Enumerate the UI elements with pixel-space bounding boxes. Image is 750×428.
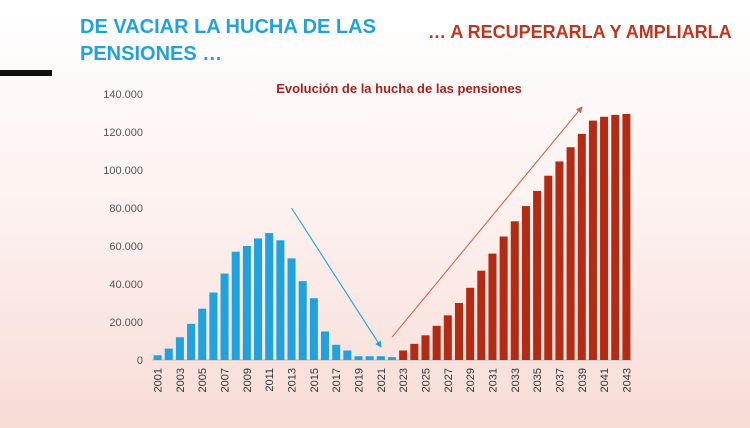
- x-tick-label: 2033: [510, 368, 522, 392]
- bar-2038: [566, 147, 575, 360]
- bar-2020: [365, 356, 374, 360]
- x-tick-label: 2001: [153, 368, 165, 392]
- bar-2030: [477, 270, 486, 360]
- bar-2005: [198, 308, 207, 360]
- x-tick-label: 2021: [376, 368, 388, 392]
- x-tick-label: 2031: [487, 368, 499, 392]
- y-tick-label: 0: [137, 355, 143, 367]
- bar-2034: [521, 206, 530, 360]
- x-tick-label: 2013: [287, 368, 299, 392]
- x-tick-label: 2029: [465, 368, 477, 392]
- y-tick-label: 60.000: [109, 241, 143, 253]
- bar-2006: [209, 292, 218, 360]
- bar-2017: [332, 344, 341, 360]
- bar-2032: [499, 236, 508, 360]
- x-tick-label: 2009: [242, 368, 254, 392]
- bar-2036: [544, 175, 553, 360]
- bar-2026: [432, 325, 441, 360]
- y-tick-label: 120.000: [103, 127, 143, 139]
- bar-2025: [421, 335, 430, 360]
- x-tick-label: 2005: [197, 368, 209, 392]
- bar-2035: [533, 190, 542, 360]
- bar-2022: [387, 357, 397, 360]
- bar-2012: [276, 240, 285, 360]
- x-tick-label: 2017: [331, 368, 343, 392]
- x-tick-label: 2007: [220, 368, 232, 392]
- bar-2011: [265, 233, 274, 360]
- bar-2029: [466, 287, 475, 360]
- x-tick-label: 2015: [309, 368, 321, 392]
- decline-arrow: [291, 207, 382, 348]
- x-tick-label: 2003: [175, 368, 187, 392]
- bar-2018: [343, 350, 352, 360]
- y-tick-label: 40.000: [109, 279, 143, 291]
- bar-2003: [175, 337, 184, 360]
- bar-2024: [410, 343, 419, 360]
- bar-2002: [164, 348, 173, 360]
- y-tick-label: 100.000: [103, 165, 143, 177]
- x-tick-label: 2019: [354, 368, 366, 392]
- accent-bar: [0, 70, 52, 76]
- bar-2040: [588, 120, 597, 360]
- x-tick-label: 2039: [577, 368, 589, 392]
- bar-2016: [321, 331, 330, 360]
- y-tick-label: 80.000: [109, 203, 143, 215]
- x-tick-label: 2041: [599, 368, 611, 392]
- y-axis: 0 20.000 40.000 60.000 80.000 100.000 120.000 1…: [103, 89, 143, 367]
- bar-2010: [254, 238, 263, 360]
- right-heading: … A RECUPERARLA Y AMPLIARLA: [428, 22, 732, 42]
- x-tick-label: 2025: [420, 368, 432, 392]
- bar-2037: [555, 161, 564, 360]
- bar-2021: [376, 356, 385, 360]
- bar-2015: [309, 298, 318, 360]
- bars: [153, 113, 631, 361]
- bar-2033: [510, 221, 519, 360]
- bar-2013: [287, 258, 296, 360]
- bar-2043: [622, 113, 631, 360]
- bar-2027: [443, 315, 452, 360]
- bar-2028: [454, 303, 463, 360]
- bar-2042: [611, 114, 620, 361]
- y-tick-label: 140.000: [103, 89, 143, 101]
- x-tick-label: 2023: [398, 368, 410, 392]
- bar-2004: [187, 323, 196, 360]
- left-heading: DE VACIAR LA HUCHA DE LAS PENSIONES …: [80, 16, 376, 65]
- bar-2031: [488, 253, 497, 360]
- bar-2009: [242, 246, 251, 360]
- bar-2039: [577, 133, 586, 360]
- trend-arrows: [291, 106, 583, 348]
- y-tick-label: 20.000: [109, 317, 143, 329]
- x-tick-label: 2037: [554, 368, 566, 392]
- bar-2001: [153, 355, 162, 360]
- x-tick-label: 2027: [443, 368, 455, 392]
- bar-2007: [220, 273, 229, 360]
- x-tick-label: 2035: [532, 368, 544, 392]
- x-tick-label: 2011: [264, 368, 276, 392]
- chart-title: Evolución de la hucha de las pensiones: [276, 81, 522, 96]
- bar-2014: [298, 281, 307, 360]
- bar-2041: [600, 116, 609, 360]
- bar-2019: [354, 356, 363, 360]
- x-axis: 2001 2003 2005 2007 2009 2011 2013 2015 2017 2019…: [153, 368, 634, 392]
- bar-2023: [399, 350, 408, 360]
- recovery-arrow: [391, 106, 583, 338]
- bar-2008: [231, 251, 240, 360]
- x-tick-label: 2043: [621, 368, 633, 392]
